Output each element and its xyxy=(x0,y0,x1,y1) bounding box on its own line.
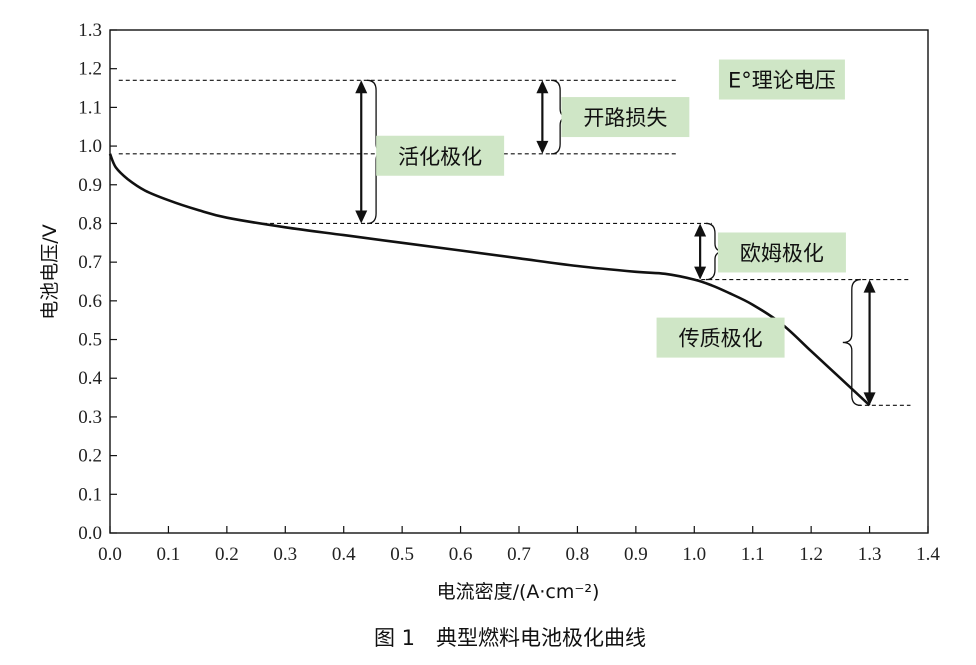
y-tick-label: 0.6 xyxy=(78,291,102,312)
label-text: 活化极化 xyxy=(398,145,482,169)
x-tick-label: 1.1 xyxy=(741,544,765,565)
y-tick-label: 0.7 xyxy=(78,252,102,273)
plot-frame xyxy=(109,29,929,534)
label-background xyxy=(656,317,785,358)
x-tick-label: 0.1 xyxy=(157,544,181,565)
y-tick-label: 0.4 xyxy=(78,368,102,389)
x-tick-label: 0.7 xyxy=(507,544,531,565)
y-axis-label: 电池电压/V xyxy=(39,224,61,319)
activation-arrow xyxy=(355,80,368,224)
y-tick-label: 1.1 xyxy=(78,97,102,118)
figure-caption: 图 1 典型燃料电池极化曲线 xyxy=(374,626,646,650)
x-tick-label: 1.4 xyxy=(916,544,940,565)
x-tick-label: 1.3 xyxy=(858,544,882,565)
label-background xyxy=(718,59,845,100)
x-tick-label: 0.8 xyxy=(566,544,590,565)
label-activation-polarization: 活化极化 xyxy=(376,135,505,176)
label-text: E°理论电压 xyxy=(728,69,836,93)
arrow-head-down xyxy=(863,392,876,406)
arrow-head-down xyxy=(355,210,368,224)
label-background xyxy=(561,97,690,138)
mass-transport-brace xyxy=(842,278,861,406)
x-tick-label: 0.3 xyxy=(273,544,297,565)
y-tick-label: 0.5 xyxy=(78,330,102,351)
open-circuit-arrow xyxy=(536,80,549,154)
x-tick-label: 1.2 xyxy=(799,544,823,565)
label-background xyxy=(376,135,505,176)
y-tick-label: 0.9 xyxy=(78,175,102,196)
y-tick-label: 1.2 xyxy=(78,59,102,80)
arrow-head-up xyxy=(355,80,368,94)
y-tick-label: 0.8 xyxy=(78,213,102,234)
x-axis-label: 电流密度/(A·cm⁻²) xyxy=(437,581,600,603)
arrow-head-down xyxy=(536,140,549,154)
x-tick-label: 0.6 xyxy=(449,544,473,565)
x-tick-label: 0.5 xyxy=(390,544,414,565)
label-text: 欧姆极化 xyxy=(740,241,824,265)
y-tick-label: 0.1 xyxy=(78,484,102,505)
y-tick-label: 0.0 xyxy=(78,523,102,544)
reference-lines xyxy=(118,79,911,406)
arrow-head-up xyxy=(536,80,549,94)
y-tick-label: 0.2 xyxy=(78,446,102,467)
label-ohmic-polarization: 欧姆极化 xyxy=(717,232,846,273)
x-tick-label: 0.9 xyxy=(624,544,648,565)
label-open-circuit-loss: 开路损失 xyxy=(561,97,690,138)
label-theoretical-voltage: E°理论电压 xyxy=(718,59,845,100)
x-tick-label: 1.0 xyxy=(682,544,706,565)
label-text: 传质极化 xyxy=(679,327,763,351)
y-tick-label: 1.0 xyxy=(78,136,102,157)
y-tick-label: 1.3 xyxy=(78,20,102,41)
y-tick-label: 0.3 xyxy=(78,407,102,428)
arrow-head-down xyxy=(694,266,707,280)
polarization-curve xyxy=(108,153,871,407)
x-tick-label: 0.0 xyxy=(98,544,122,565)
axis-ticks: 0.0 0.1 0.2 0.3 0.4 0.5 0.6 0.7 0.8 0.9 1.0 1.1 1.2 1… xyxy=(78,20,940,565)
arrow-head-up xyxy=(694,223,707,237)
label-mass-transport-polarization: 传质极化 xyxy=(656,317,785,358)
plot-border xyxy=(109,29,929,534)
x-tick-label: 0.2 xyxy=(215,544,239,565)
arrow-head-up xyxy=(863,279,876,293)
mass-transport-arrow xyxy=(863,279,876,406)
ohmic-arrow xyxy=(694,223,707,280)
label-text: 开路损失 xyxy=(583,106,667,130)
label-background xyxy=(717,232,846,273)
x-tick-label: 0.4 xyxy=(332,544,356,565)
curve-line xyxy=(108,153,871,407)
